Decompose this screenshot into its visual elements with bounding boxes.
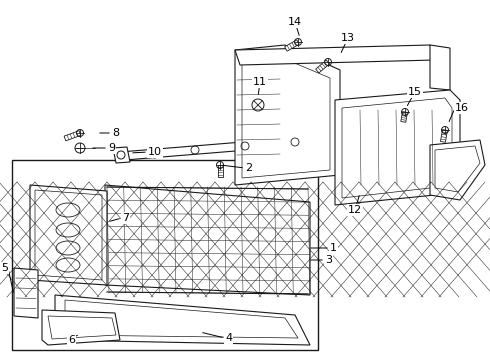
Polygon shape: [335, 90, 460, 205]
Polygon shape: [55, 295, 310, 345]
Polygon shape: [435, 146, 480, 192]
Polygon shape: [316, 60, 330, 73]
Text: 10: 10: [148, 147, 162, 157]
Text: 2: 2: [245, 163, 252, 173]
Polygon shape: [430, 45, 450, 90]
Text: 9: 9: [108, 143, 115, 153]
Text: 13: 13: [341, 33, 355, 43]
Text: 16: 16: [455, 103, 469, 113]
Polygon shape: [242, 56, 330, 178]
Text: 11: 11: [253, 77, 267, 87]
Polygon shape: [12, 160, 318, 350]
Polygon shape: [30, 185, 107, 285]
Polygon shape: [218, 165, 222, 177]
Polygon shape: [441, 130, 447, 142]
Polygon shape: [65, 300, 298, 338]
Text: 8: 8: [112, 128, 119, 138]
Text: 3: 3: [325, 255, 332, 265]
Polygon shape: [113, 147, 130, 163]
Text: 12: 12: [348, 205, 362, 215]
Polygon shape: [342, 98, 452, 198]
Polygon shape: [430, 140, 485, 200]
Polygon shape: [235, 45, 435, 65]
Text: 1: 1: [330, 243, 337, 253]
Text: 6: 6: [68, 335, 75, 345]
Polygon shape: [64, 131, 81, 141]
Polygon shape: [48, 316, 116, 339]
Text: 4: 4: [225, 333, 232, 343]
Polygon shape: [105, 185, 310, 295]
Polygon shape: [401, 112, 408, 122]
Polygon shape: [42, 310, 120, 345]
Polygon shape: [235, 45, 340, 185]
Polygon shape: [14, 268, 38, 318]
Text: 5: 5: [1, 263, 8, 273]
Text: 14: 14: [288, 17, 302, 27]
Text: 7: 7: [122, 213, 129, 223]
Polygon shape: [35, 190, 102, 280]
Text: 15: 15: [408, 87, 422, 97]
Polygon shape: [285, 40, 299, 51]
Polygon shape: [120, 130, 395, 160]
